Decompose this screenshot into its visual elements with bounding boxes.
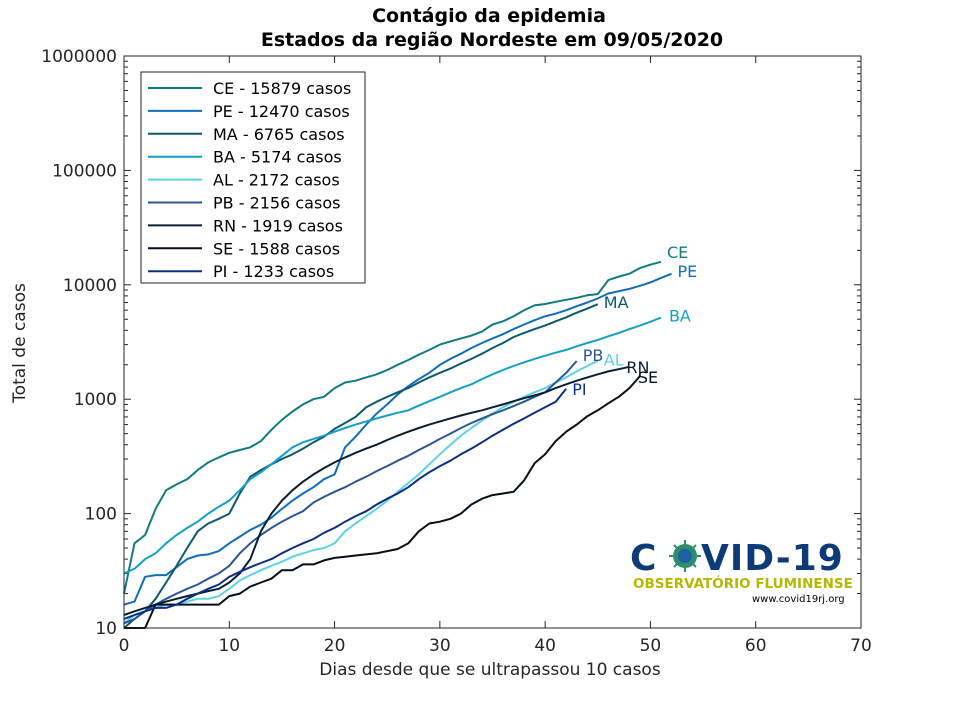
series-end-label-ba: BA: [669, 307, 691, 326]
x-tick-label: 30: [429, 636, 451, 656]
series-line-ma: [123, 303, 599, 629]
logo-subtitle: OBSERVATÓRIO FLUMINENSE: [633, 574, 853, 592]
chart-subtitle: Estados da região Nordeste em 09/05/2020: [261, 29, 723, 51]
legend-entry-rn: RN - 1919 casos: [213, 216, 343, 235]
legend-entry-al: AL - 2172 casos: [213, 171, 340, 190]
legend: CE - 15879 casos PE - 12470 casos MA - 676…: [140, 71, 366, 284]
series-line-pb: [123, 360, 578, 625]
chart-title: Contágio da epidemia: [372, 5, 606, 27]
logo-url: www.covid19rj.org: [752, 594, 845, 605]
plot-frame: [123, 55, 862, 629]
x-tick-label: 40: [534, 636, 556, 656]
series-end-label-ce: CE: [667, 243, 688, 262]
y-tick-label: 1000: [74, 390, 117, 410]
series-end-label-ma: MA: [604, 293, 629, 312]
x-tick-label: 0: [119, 636, 130, 656]
x-tick-label: 60: [745, 636, 767, 656]
series-line-ce: [123, 260, 662, 594]
series-end-label-rn: RN: [626, 358, 649, 377]
series-line-pi: [123, 388, 567, 620]
legend-entry-ba: BA - 5174 casos: [213, 148, 342, 167]
series-end-label-pb: PB: [583, 346, 604, 365]
legend-entry-pb: PB - 2156 casos: [213, 194, 340, 213]
x-tick-label: 70: [850, 636, 872, 656]
series-line-ba: [123, 316, 662, 575]
series-line-rn: [123, 365, 630, 616]
y-tick-label: 10000: [63, 276, 117, 296]
legend-entry-pi: PI - 1233 casos: [213, 262, 334, 281]
y-tick-label: 10: [95, 619, 117, 639]
legend-entry-se: SE - 1588 casos: [213, 239, 340, 258]
logo-title-left: C: [630, 538, 657, 579]
covid-logo: C VID-19 OBSERVATÓRIO FLUMINENSE www.cov…: [630, 538, 853, 605]
virus-icon: [669, 540, 701, 572]
x-tick-label: 20: [324, 636, 346, 656]
legend-entry-ce: CE - 15879 casos: [213, 79, 351, 98]
y-tick-label: 100: [85, 505, 117, 525]
series-end-label-se: SE: [638, 368, 658, 387]
legend-entry-ma: MA - 6765 casos: [213, 125, 345, 144]
logo-title-right: VID-19: [701, 538, 844, 579]
series-line-se: [124, 375, 641, 629]
x-axis-label: Dias desde que se ultrapassou 10 casos: [319, 660, 661, 680]
y-tick-label: 1000000: [41, 47, 117, 67]
series-end-label-pe: PE: [677, 262, 697, 281]
series-line-pe: [123, 272, 672, 606]
y-axis-label: Total de casos: [10, 283, 30, 404]
y-tick-label: 100000: [52, 161, 117, 181]
axis-ticks: 0 10 20 30 40 50 60 701010010001000010000010000…: [41, 47, 872, 656]
legend-entry-pe: PE - 12470 casos: [213, 102, 350, 121]
series-end-label-al: AL: [604, 351, 624, 370]
x-tick-label: 10: [218, 636, 240, 656]
series-lines: [123, 260, 672, 629]
series-end-label-pi: PI: [572, 380, 586, 399]
x-tick-label: 50: [640, 636, 662, 656]
